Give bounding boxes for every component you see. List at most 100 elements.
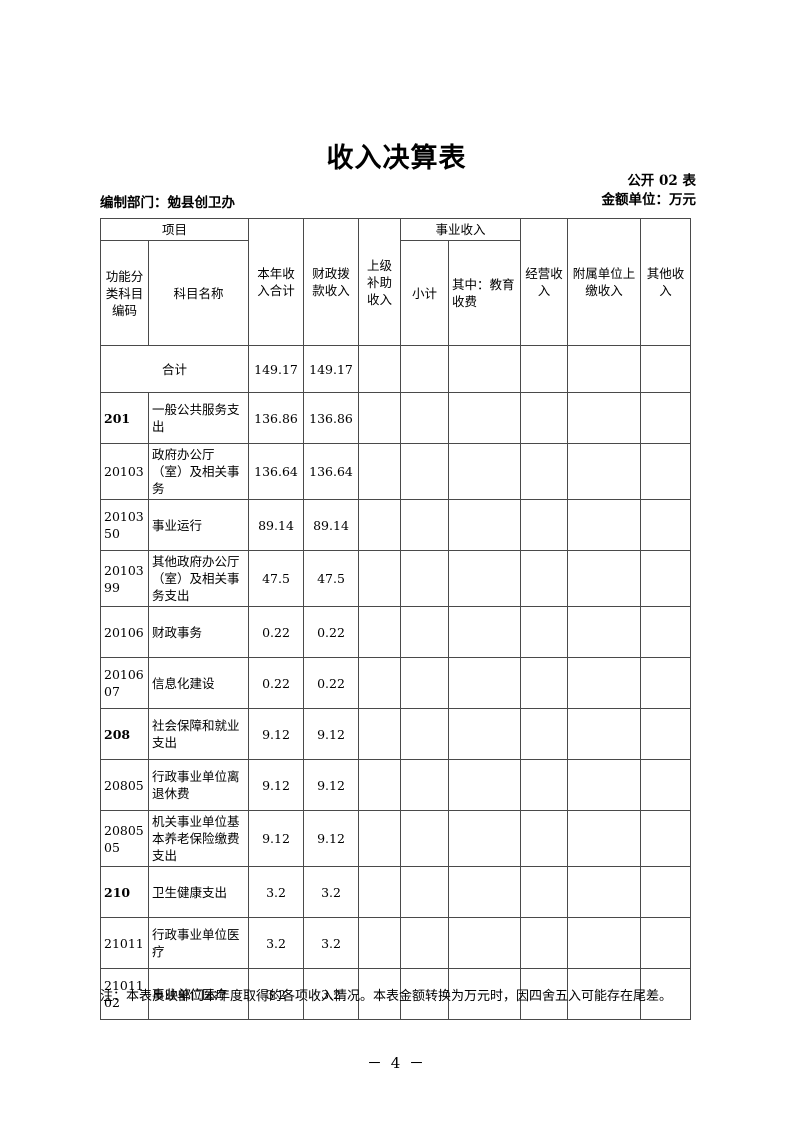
row-year-total: 0.22 (248, 657, 305, 709)
row-fiscal-appropriation: 3.2 (303, 866, 360, 918)
row-business-subtotal (400, 657, 450, 709)
header-subject-name: 科目名称 (147, 240, 250, 346)
row-business-education-fee (448, 657, 522, 709)
row-business-education-fee (448, 810, 522, 867)
row-superior-subsidy (358, 708, 402, 760)
row-superior-subsidy (358, 550, 402, 607)
row-business-subtotal (400, 759, 450, 811)
total-business-education-fee (448, 345, 522, 393)
row-operating-income (520, 657, 569, 709)
row-business-education-fee (448, 443, 522, 500)
row-business-subtotal (400, 810, 450, 867)
row-fiscal-appropriation: 9.12 (303, 708, 360, 760)
row-subject-name: 社会保障和就业支出 (147, 708, 250, 760)
header-project-group: 项目 (99, 218, 250, 241)
table-header-row-top: 项目 本年收入合计 财政拨款收入 上级补助收入 事业收入 经营收入 附属单位上缴… (99, 218, 692, 346)
total-operating-income (520, 345, 569, 393)
row-other-income (640, 866, 692, 918)
row-other-income (640, 810, 692, 867)
total-year-total: 149.17 (248, 345, 305, 393)
row-function-code: 208 (100, 708, 149, 760)
row-function-code: 20103 (100, 443, 149, 500)
header-affiliated-unit-income: 附属单位上缴收入 (567, 218, 642, 346)
table-row: 2010607 信息化建设 0.22 0.22 (100, 657, 692, 709)
row-year-total: 9.12 (248, 759, 305, 811)
row-operating-income (520, 810, 569, 867)
row-function-code: 2101102 (100, 968, 149, 1020)
row-subject-name: 政府办公厅（室）及相关事务 (147, 443, 250, 500)
row-superior-subsidy (358, 443, 402, 500)
row-fiscal-appropriation: 136.64 (303, 443, 360, 500)
total-fiscal-appropriation: 149.17 (303, 345, 360, 393)
row-fiscal-appropriation: 47.5 (303, 550, 360, 607)
table-note: 注：本表反映部门本年度取得的各项收入情况。本表金额转换为万元时，因四舍五入可能存… (100, 989, 673, 1004)
row-business-subtotal (400, 392, 450, 444)
row-year-total: 3.2 (248, 968, 305, 1020)
table-row: 2010399 其他政府办公厅（室）及相关事务支出 47.5 47.5 (100, 550, 692, 607)
row-business-education-fee (448, 759, 522, 811)
row-superior-subsidy (358, 606, 402, 658)
form-number: 公开 02 表 (627, 173, 696, 189)
row-function-code: 20106 (100, 606, 149, 658)
table-row: 2010350 事业运行 89.14 89.14 (100, 499, 692, 551)
row-fiscal-appropriation: 9.12 (303, 810, 360, 867)
row-operating-income (520, 550, 569, 607)
row-year-total: 47.5 (248, 550, 305, 607)
row-business-subtotal (400, 443, 450, 500)
row-affiliated-unit-income (567, 499, 642, 551)
row-function-code: 2080505 (100, 810, 149, 867)
row-business-subtotal (400, 499, 450, 551)
row-affiliated-unit-income (567, 866, 642, 918)
row-fiscal-appropriation: 89.14 (303, 499, 360, 551)
table-header-row-sub: 功能分类科目编码 科目名称 小计 其中：教育收费 (100, 240, 691, 346)
row-affiliated-unit-income (567, 392, 642, 444)
row-year-total: 9.12 (248, 810, 305, 867)
row-function-code: 21011 (100, 917, 149, 969)
row-superior-subsidy (358, 917, 402, 969)
total-other-income (640, 345, 692, 393)
row-business-education-fee (448, 917, 522, 969)
row-fiscal-appropriation: 0.22 (303, 606, 360, 658)
row-subject-name: 机关事业单位基本养老保险缴费支出 (147, 810, 250, 867)
row-other-income (640, 550, 692, 607)
page-title: 收入决算表 (326, 143, 467, 174)
total-business-subtotal (400, 345, 450, 393)
table-row: 21011 行政事业单位医疗 3.2 3.2 (100, 917, 692, 969)
table-row: 210 卫生健康支出 3.2 3.2 (100, 866, 692, 918)
row-year-total: 0.22 (248, 606, 305, 658)
row-superior-subsidy (358, 866, 402, 918)
header-fiscal-appropriation: 财政拨款收入 (303, 218, 360, 346)
row-function-code: 2010350 (100, 499, 149, 551)
row-business-education-fee (448, 606, 522, 658)
row-superior-subsidy (358, 759, 402, 811)
total-superior-subsidy (358, 345, 402, 393)
row-subject-name: 财政事务 (147, 606, 250, 658)
row-operating-income (520, 866, 569, 918)
row-affiliated-unit-income (567, 708, 642, 760)
header-other-income: 其他收入 (640, 218, 692, 346)
row-business-education-fee (448, 550, 522, 607)
row-other-income (640, 657, 692, 709)
table-row: 2101102 事业单位医疗 3.2 3.2 (100, 968, 692, 1020)
table-body: 合计 149.17 149.17 201 一般公共服务支出 136.86 136.86… (99, 345, 692, 1020)
row-fiscal-appropriation: 3.2 (303, 917, 360, 969)
form-meta: 公开 02 表 金额单位：万元 (602, 172, 697, 210)
row-fiscal-appropriation: 3.2 (303, 968, 360, 1020)
row-affiliated-unit-income (567, 443, 642, 500)
total-affiliated-unit-income (567, 345, 642, 393)
row-other-income (640, 917, 692, 969)
row-subject-name: 信息化建设 (147, 657, 250, 709)
row-superior-subsidy (358, 657, 402, 709)
table-row: 208 社会保障和就业支出 9.12 9.12 (100, 708, 692, 760)
row-operating-income (520, 917, 569, 969)
header-business-education-fee: 其中：教育收费 (448, 240, 522, 346)
row-other-income (640, 968, 692, 1020)
row-fiscal-appropriation: 0.22 (303, 657, 360, 709)
row-operating-income (520, 759, 569, 811)
header-operating-income: 经营收入 (520, 218, 569, 346)
row-superior-subsidy (358, 968, 402, 1020)
table-row: 20805 行政事业单位离退休费 9.12 9.12 (100, 759, 692, 811)
table-row: 201 一般公共服务支出 136.86 136.86 (100, 392, 692, 444)
header-superior-subsidy: 上级补助收入 (358, 218, 402, 346)
table-row-total: 合计 149.17 149.17 (99, 345, 692, 393)
